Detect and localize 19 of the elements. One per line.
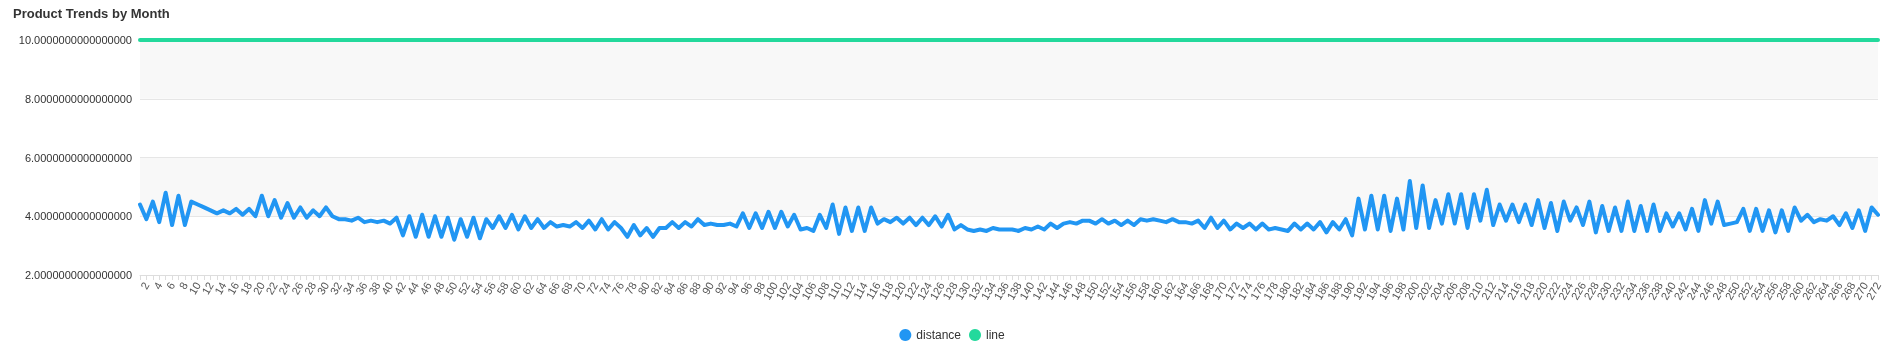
chart-title: Product Trends by Month	[13, 6, 170, 21]
x-tick-label: 26	[289, 280, 306, 297]
legend-label: line	[986, 328, 1006, 342]
y-tick-label: 2.0000000000000000	[24, 269, 132, 281]
y-tick-label: 4.0000000000000000	[24, 210, 132, 223]
y-tick-label: 10.0000000000000000	[18, 34, 132, 46]
x-tick-label: 22	[263, 280, 280, 297]
x-tick-label: 36	[353, 280, 370, 297]
x-tick-label: 6	[163, 280, 178, 292]
x-tick-label: 82	[648, 280, 665, 297]
legend-label: distance	[916, 328, 962, 342]
x-tick-label: 2	[138, 280, 152, 292]
x-tick-label: 12	[199, 280, 216, 297]
y-tick-label: 6.0000000000000000	[24, 151, 132, 164]
x-tick-label: 8	[176, 280, 191, 292]
x-tick-label: 4	[150, 280, 165, 292]
x-tick-label: 92	[712, 280, 729, 297]
line-series	[138, 179, 1880, 242]
y-tick-label: 8.0000000000000000	[24, 92, 132, 105]
